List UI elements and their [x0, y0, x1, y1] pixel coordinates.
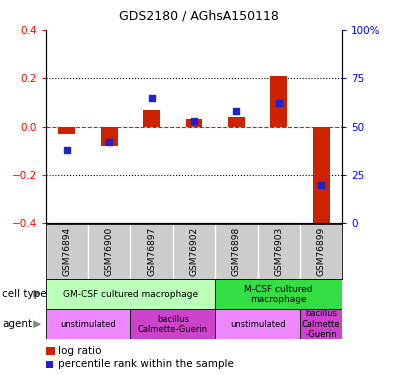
Bar — [46, 309, 131, 339]
Text: cell type: cell type — [2, 290, 47, 299]
Text: log ratio: log ratio — [58, 346, 101, 356]
Text: GSM76900: GSM76900 — [105, 227, 114, 276]
Text: GSM76897: GSM76897 — [147, 227, 156, 276]
Point — [148, 94, 155, 100]
Bar — [312, 127, 330, 230]
Text: agent: agent — [2, 320, 32, 329]
Point — [191, 118, 197, 124]
Text: GSM76902: GSM76902 — [189, 227, 199, 276]
Bar — [59, 127, 75, 134]
Text: GDS2180 / AGhsA150118: GDS2180 / AGhsA150118 — [119, 9, 279, 22]
Text: GSM76899: GSM76899 — [316, 227, 326, 276]
Bar — [228, 117, 245, 127]
Bar — [185, 119, 203, 127]
Text: GM-CSF cultured macrophage: GM-CSF cultured macrophage — [63, 290, 198, 299]
Bar — [215, 279, 342, 309]
Bar — [131, 309, 215, 339]
Text: percentile rank within the sample: percentile rank within the sample — [58, 359, 234, 369]
Text: unstimulated: unstimulated — [230, 320, 285, 329]
Text: unstimulated: unstimulated — [60, 320, 116, 329]
Text: bacillus
Calmette-Guerin: bacillus Calmette-Guerin — [138, 315, 208, 334]
Text: GSM76894: GSM76894 — [62, 227, 72, 276]
Text: GSM76903: GSM76903 — [274, 227, 283, 276]
Point — [64, 147, 70, 153]
Text: M-CSF cultured
macrophage: M-CSF cultured macrophage — [244, 285, 313, 304]
Text: bacillus
Calmette
-Guerin: bacillus Calmette -Guerin — [302, 309, 340, 339]
Point — [275, 100, 282, 106]
Bar — [270, 76, 287, 127]
Bar — [300, 309, 342, 339]
Text: GSM76898: GSM76898 — [232, 227, 241, 276]
Point — [233, 108, 240, 114]
Bar — [101, 127, 118, 146]
Point — [318, 182, 324, 188]
Point — [106, 139, 113, 145]
Bar — [46, 279, 215, 309]
Bar — [215, 309, 300, 339]
Bar — [143, 110, 160, 127]
